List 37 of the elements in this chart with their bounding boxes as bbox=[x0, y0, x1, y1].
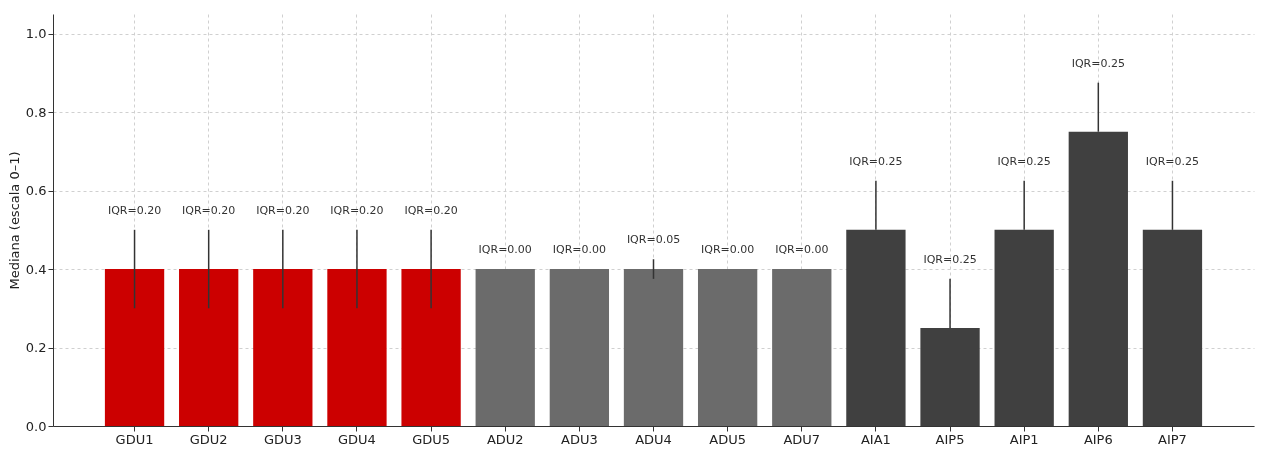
annotation: IQR=0.20 bbox=[182, 203, 236, 217]
annotation: IQR=0.25 bbox=[849, 154, 903, 168]
annotation: IQR=0.25 bbox=[997, 154, 1051, 168]
x-tick-label: ADU5 bbox=[709, 431, 746, 447]
annotation: IQR=0.00 bbox=[478, 243, 532, 257]
x-tick-label: AIP7 bbox=[1158, 431, 1187, 447]
y-tick-label: 0.8 bbox=[25, 104, 47, 120]
y-tick-label: 0.0 bbox=[25, 418, 47, 434]
x-tick-label: GDU2 bbox=[189, 431, 228, 447]
x-tick-label: GDU1 bbox=[115, 431, 154, 447]
y-tick-label: 0.4 bbox=[25, 261, 47, 277]
annotation: IQR=0.20 bbox=[107, 203, 162, 217]
x-tick-label: ADU3 bbox=[561, 431, 598, 447]
x-tick-label: GDU4 bbox=[338, 431, 376, 447]
x-tick-label: ADU2 bbox=[486, 431, 524, 447]
x-tick-label: GDU5 bbox=[412, 431, 451, 447]
y-tick-label: 0.2 bbox=[25, 340, 47, 356]
x-tick-label: AIP5 bbox=[935, 431, 965, 447]
x-tick-label: AIP1 bbox=[1009, 431, 1039, 447]
y-axis-title: Mediana (escala 0–1) bbox=[6, 151, 22, 290]
x-tick-label: ADU4 bbox=[635, 431, 672, 447]
annotation: IQR=0.00 bbox=[552, 243, 606, 257]
x-tick-label: AIP6 bbox=[1083, 431, 1113, 447]
annotation: IQR=0.20 bbox=[330, 203, 384, 217]
annotation: IQR=0.00 bbox=[701, 243, 755, 257]
y-tick-label: 1.0 bbox=[25, 26, 47, 42]
x-tick-label: ADU7 bbox=[783, 431, 821, 447]
annotation: IQR=0.25 bbox=[923, 252, 977, 266]
annotation: IQR=0.00 bbox=[775, 243, 829, 257]
annotation: IQR=0.20 bbox=[404, 203, 458, 217]
annotation: IQR=0.25 bbox=[1071, 56, 1125, 70]
y-tick-label: 0.6 bbox=[25, 183, 47, 199]
annotation: IQR=0.20 bbox=[256, 203, 310, 217]
x-tick-label: AIA1 bbox=[860, 431, 891, 447]
annotation: IQR=0.05 bbox=[626, 233, 681, 247]
x-tick-label: GDU3 bbox=[263, 431, 302, 447]
annotation: IQR=0.25 bbox=[1145, 154, 1200, 168]
